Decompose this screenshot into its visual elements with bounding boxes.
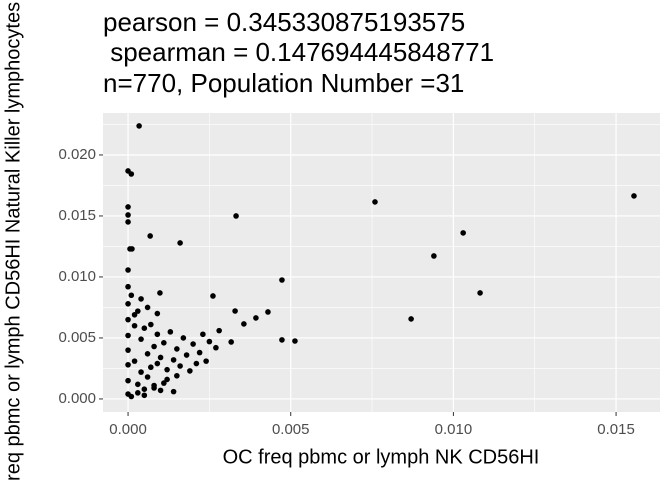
y-tick-label: 0.010: [58, 268, 96, 285]
point: [151, 343, 157, 350]
point: [253, 315, 259, 321]
point: [144, 304, 151, 311]
y-tick-label: 0.005: [58, 329, 96, 346]
point: [631, 193, 637, 199]
point: [129, 246, 135, 252]
point: [148, 364, 154, 371]
point: [125, 377, 131, 384]
point: [125, 283, 131, 290]
point: [292, 338, 298, 344]
plot-panel: [103, 113, 660, 412]
x-tick-label: 0.000: [109, 421, 147, 438]
point: [125, 332, 131, 339]
point: [125, 267, 131, 273]
point: [460, 230, 466, 236]
point: [125, 347, 131, 353]
point: [408, 316, 414, 322]
point: [477, 290, 483, 296]
point: [125, 361, 131, 368]
x-tick-label: 0.015: [597, 421, 635, 438]
point: [193, 360, 200, 367]
point: [128, 292, 135, 299]
point: [125, 219, 131, 225]
point: [138, 369, 144, 375]
point: [164, 366, 170, 373]
point: [151, 385, 157, 391]
point: [128, 393, 135, 400]
chart-title: spearman = 0.147694445848771: [103, 37, 494, 67]
y-axis-title: OC freq pbmc or lymph CD56HI Natural Kil…: [2, 2, 24, 480]
point: [196, 349, 203, 356]
point: [174, 372, 180, 379]
point: [141, 386, 148, 392]
point: [177, 240, 183, 246]
point: [135, 308, 141, 314]
point: [203, 358, 209, 364]
point: [183, 352, 190, 358]
point: [372, 199, 378, 205]
chart-title: pearson = 0.345330875193575: [103, 7, 465, 37]
point: [170, 388, 177, 395]
point: [154, 360, 161, 367]
point: [154, 310, 161, 317]
y-tick-label: 0.015: [58, 207, 96, 224]
point: [128, 171, 135, 177]
x-axis-title: OC freq pbmc or lymph NK CD56HI: [223, 446, 540, 468]
point: [138, 336, 144, 342]
chart-title: n=770, Population Number =31: [103, 68, 464, 98]
point: [131, 311, 138, 318]
point: [177, 363, 183, 369]
point: [187, 368, 193, 374]
point: [144, 374, 151, 380]
point: [161, 380, 167, 386]
point: [232, 308, 238, 314]
point: [125, 316, 131, 323]
point: [180, 335, 187, 341]
point: [141, 392, 148, 399]
point: [125, 204, 131, 210]
point: [147, 233, 153, 239]
point: [136, 123, 142, 129]
point: [157, 354, 164, 361]
point: [216, 327, 222, 334]
point: [135, 390, 141, 396]
point: [233, 213, 239, 219]
point: [144, 351, 151, 357]
point: [174, 346, 180, 352]
point: [141, 325, 148, 331]
point: [265, 309, 271, 315]
point: [167, 329, 174, 335]
point: [206, 338, 213, 345]
point: [190, 341, 196, 347]
point: [170, 357, 177, 363]
point: [131, 322, 138, 329]
y-tick-label: 0.020: [58, 146, 96, 163]
point: [157, 290, 163, 296]
point: [431, 253, 437, 259]
point: [125, 212, 131, 218]
point: [200, 331, 206, 338]
point: [210, 293, 216, 299]
point: [241, 321, 247, 327]
point: [131, 358, 138, 364]
point: [154, 331, 161, 338]
point: [138, 296, 144, 302]
x-tick-label: 0.010: [435, 421, 473, 438]
y-tick-label: 0.000: [58, 390, 96, 407]
point: [279, 277, 285, 283]
point: [164, 376, 170, 383]
point: [125, 300, 131, 307]
point: [161, 340, 167, 346]
point: [279, 337, 285, 343]
point: [228, 339, 234, 345]
point: [148, 321, 154, 328]
x-tick-label: 0.005: [272, 421, 310, 438]
point: [157, 387, 164, 394]
point: [213, 344, 219, 351]
point: [135, 381, 141, 388]
